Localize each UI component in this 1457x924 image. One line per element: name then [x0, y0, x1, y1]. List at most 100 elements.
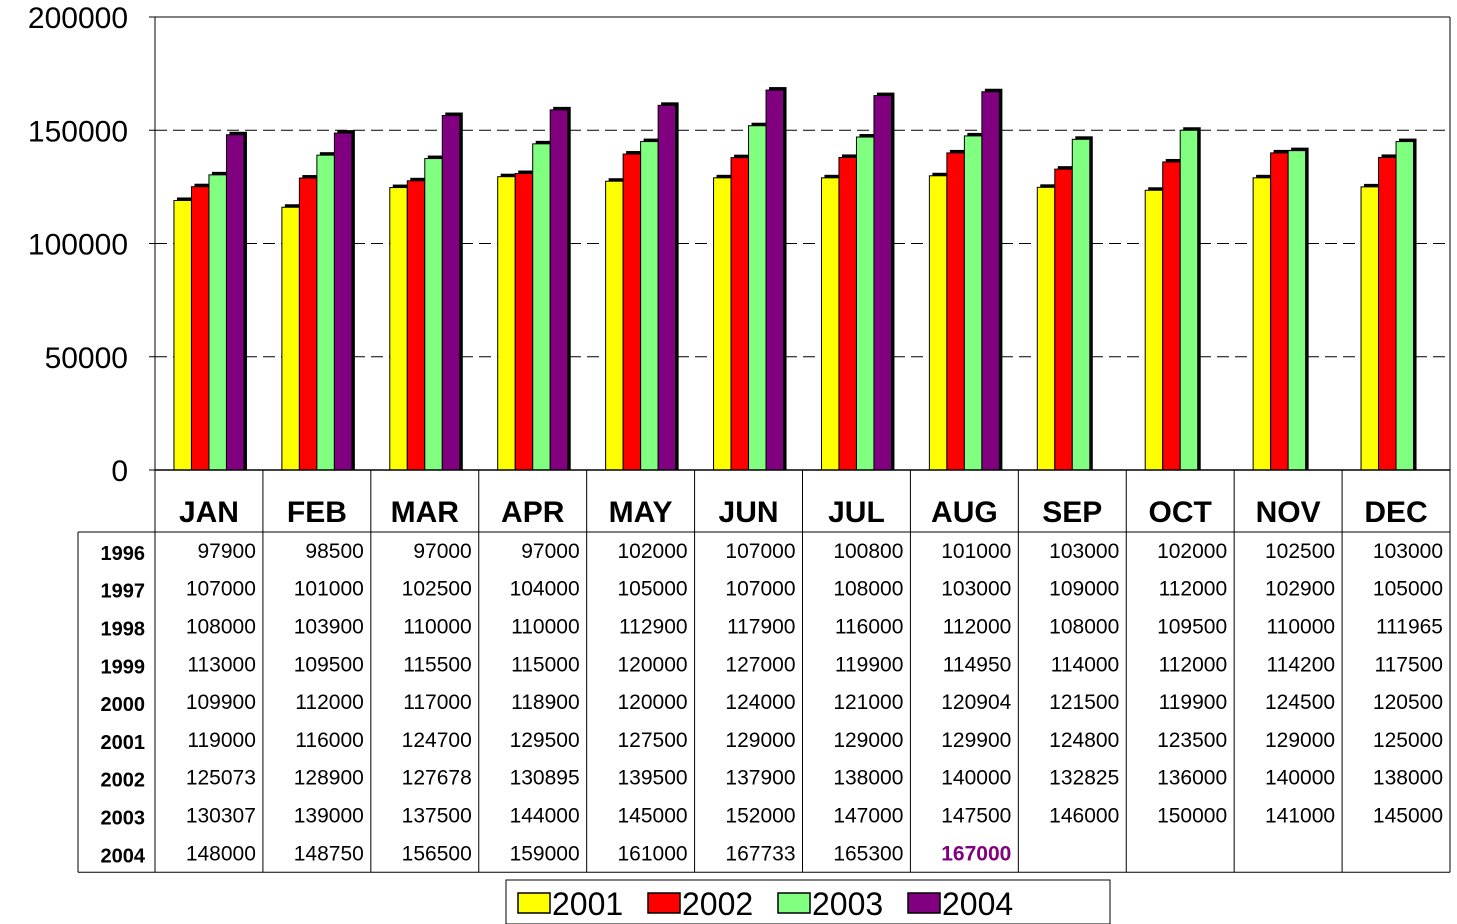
- legend-swatch-2002: [647, 892, 681, 914]
- table-cell: 110000: [511, 616, 580, 639]
- bar: [1071, 138, 1091, 471]
- month-label-mar: MAR: [391, 496, 460, 529]
- table-cell: 112000: [1159, 653, 1228, 676]
- table-cell: 120904: [941, 691, 1011, 714]
- bar-2004-feb: [333, 130, 355, 471]
- table-cell: 112000: [295, 691, 364, 714]
- bar-2002-oct: [1162, 158, 1184, 471]
- table-year-label: 1996: [101, 543, 146, 565]
- table-cell: 97900: [198, 540, 256, 563]
- table-cell: 130307: [186, 805, 256, 828]
- table-cell: 114200: [1267, 653, 1336, 676]
- table-cell: 137500: [402, 805, 472, 828]
- table-year-label: 2000: [101, 694, 146, 716]
- table-cell: 138000: [833, 767, 903, 790]
- y-tick-labels: 0 50000 100000 150000 200000: [28, 2, 128, 488]
- bar: [928, 175, 948, 471]
- table-cell: 127500: [618, 729, 688, 752]
- table-cell: 127000: [725, 653, 795, 676]
- bar-2002-feb: [298, 175, 320, 471]
- table-cell: 120500: [1373, 691, 1443, 714]
- table-cell: 104000: [510, 578, 580, 601]
- bar-2003-oct: [1179, 127, 1201, 471]
- bar: [514, 173, 534, 471]
- table-cell: 129000: [1265, 729, 1335, 752]
- bar-2004-jan: [225, 131, 247, 471]
- table-cell: 108000: [1049, 616, 1119, 639]
- bar: [640, 141, 659, 471]
- bar-2001-may: [605, 178, 627, 471]
- table-cell: 112900: [619, 616, 688, 639]
- bar: [190, 186, 210, 471]
- legend-swatch-2003: [777, 892, 811, 914]
- table-cell: 116000: [295, 729, 364, 752]
- table-cell: 114950: [943, 653, 1012, 676]
- table-cell: 127678: [402, 767, 472, 790]
- table-cell: 102000: [1157, 540, 1227, 563]
- table-year-label: 1998: [101, 619, 146, 641]
- bar-2002-aug: [946, 149, 968, 471]
- table-cell: 114000: [1051, 653, 1120, 676]
- bar-2003-nov: [1287, 147, 1309, 471]
- table-cell: 117900: [727, 616, 796, 639]
- bar: [1036, 186, 1056, 471]
- table-cell: 130895: [510, 767, 580, 790]
- table-cell: 145000: [1373, 805, 1443, 828]
- table-cell: 129900: [941, 729, 1011, 752]
- bars: [173, 87, 1417, 471]
- y-tick-label: 150000: [28, 115, 128, 148]
- table-cell: 102900: [1265, 578, 1335, 601]
- y-tick-label: 0: [111, 455, 128, 488]
- table-cell: 103000: [941, 578, 1011, 601]
- table-year-label: 2004: [101, 845, 146, 867]
- bar: [406, 180, 426, 471]
- table-cell: 150000: [1157, 805, 1227, 828]
- table-year-label: 2003: [101, 808, 146, 830]
- month-label-aug: AUG: [931, 496, 998, 529]
- table-cell: 152000: [725, 805, 795, 828]
- bar: [820, 177, 840, 471]
- table-cell: 128900: [294, 767, 364, 790]
- table-cell: 107000: [725, 578, 795, 601]
- bar-2001-nov: [1252, 174, 1274, 471]
- table-cell: 113000: [187, 653, 256, 676]
- bar-2003-jul: [855, 134, 877, 471]
- table-cell: 103900: [294, 616, 364, 639]
- table-cell: 159000: [510, 842, 580, 865]
- legend: 2001 2002 2003 2004: [505, 879, 1111, 924]
- y-tick-label: 200000: [28, 2, 128, 35]
- month-label-feb: FEB: [287, 496, 347, 529]
- table-cell: 124500: [1265, 691, 1335, 714]
- bar-2002-apr: [514, 170, 536, 471]
- table-cell: 107000: [725, 540, 795, 563]
- bar: [1179, 129, 1199, 471]
- table-cell: 124700: [402, 729, 472, 752]
- bar: [298, 177, 318, 471]
- table-cell: 109900: [186, 691, 256, 714]
- table-cell: 118900: [511, 691, 580, 714]
- bar-2001-dec: [1360, 183, 1382, 471]
- table-cell: 139000: [294, 805, 364, 828]
- bar: [316, 154, 335, 471]
- bar: [605, 180, 624, 471]
- table-cell: 121500: [1049, 691, 1119, 714]
- table-cell: 125073: [186, 767, 256, 790]
- table-year-label: 1999: [101, 656, 146, 678]
- bar-2002-nov: [1270, 149, 1292, 471]
- bar: [389, 187, 408, 471]
- bar: [838, 156, 857, 471]
- month-label-jan: JAN: [179, 496, 239, 529]
- table-cell: 124800: [1049, 729, 1119, 752]
- table-cell: 105000: [618, 578, 688, 601]
- bar: [441, 115, 461, 471]
- bar-2003-jun: [748, 122, 770, 471]
- legend-swatch-2004: [907, 892, 941, 914]
- table-cell: 146000: [1049, 805, 1119, 828]
- table-cell: 103000: [1049, 540, 1119, 563]
- table-cell: 145000: [618, 805, 688, 828]
- table-cell: 144000: [510, 805, 580, 828]
- bar-2004-jun: [765, 87, 787, 471]
- table-cell: 111965: [1376, 616, 1443, 639]
- table-cell: 119900: [835, 653, 904, 676]
